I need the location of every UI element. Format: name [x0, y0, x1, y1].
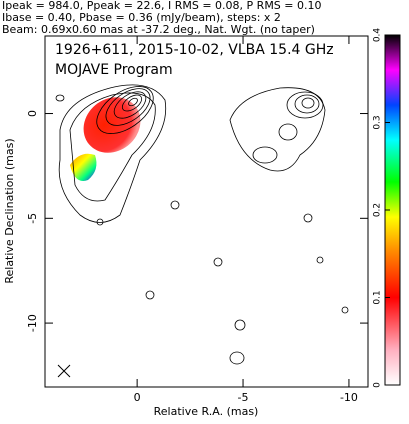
header-line: Ibase = 0.40, Pbase = 0.36 (mJy/beam), s…: [2, 11, 281, 24]
plot-frame: [44, 35, 369, 388]
colorbar-tick-label: 0.4: [373, 28, 383, 43]
colorbar-tick-label: 0: [373, 382, 383, 388]
header-line: Ipeak = 984.0, Ppeak = 22.6, I RMS = 0.0…: [2, 0, 322, 12]
x-tick-label: -5: [238, 391, 249, 404]
contours: [55, 84, 349, 365]
map-title: 1926+611, 2015-10-02, VLBA 15.4 GHz: [55, 42, 334, 58]
x-tick-label: 0: [134, 391, 141, 404]
x-axis-label: Relative R.A. (mas): [154, 405, 259, 418]
y-tick-label: -10: [26, 314, 39, 332]
y-axis-label: Relative Declination (mas): [3, 138, 16, 283]
map: [55, 84, 349, 378]
map-subtitle: MOJAVE Program: [55, 62, 173, 78]
beam-marker: [57, 364, 71, 378]
colorbar-tick-label: 0.2: [373, 203, 383, 217]
y-tick-label: -5: [26, 213, 39, 224]
y-tick-label: 0: [26, 110, 39, 117]
polarization-blob: [70, 153, 97, 181]
x-tick-label: -10: [340, 391, 358, 404]
header-line: Beam: 0.69x0.60 mas at -37.2 deg., Nat. …: [2, 23, 315, 36]
colorbar-tick-label: 0.1: [373, 290, 383, 304]
colorbar-tick-label: 0.3: [373, 115, 383, 129]
